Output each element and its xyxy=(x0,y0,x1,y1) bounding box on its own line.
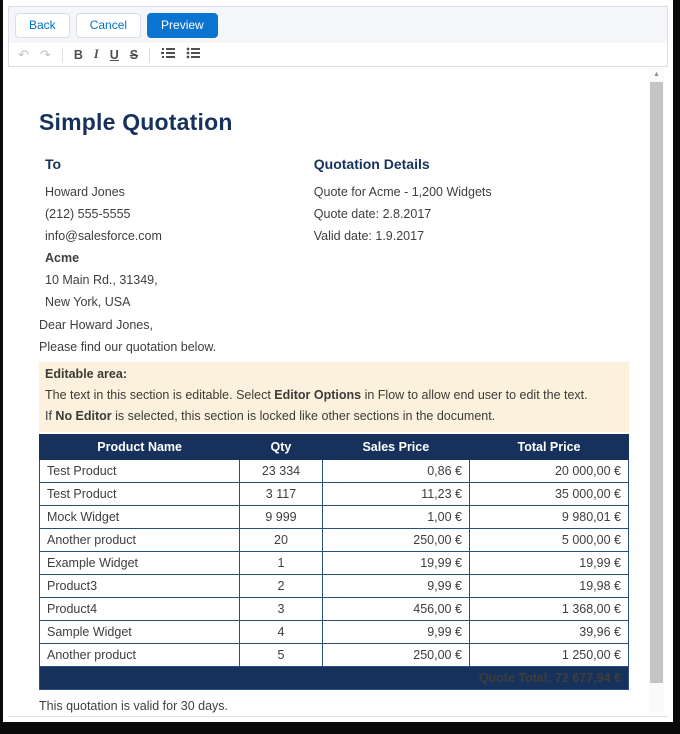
product-name-cell: Sample Widget xyxy=(38,620,241,644)
qty-cell: 2 xyxy=(239,574,323,598)
quote-total: Quote Total: 72 677,94 € xyxy=(39,666,629,690)
toolbar-divider xyxy=(61,47,63,62)
table-header-row: Product Name Qty Sales Price Total Price xyxy=(38,434,630,460)
preview-button[interactable]: Preview xyxy=(147,12,218,38)
table-row: Product4 3 456,00 €1 368,00 € xyxy=(38,597,630,621)
qty-cell: 9 999 xyxy=(239,505,323,529)
table-row: Product3 2 9,99 €19,98 € xyxy=(38,574,630,598)
table-row: Example Widget 1 19,99 €19,99 € xyxy=(38,551,630,575)
qty-cell: 3 117 xyxy=(239,482,323,506)
table-row: Another product 5 250,00 €1 250,00 € xyxy=(38,643,630,667)
strikethrough-button[interactable]: S xyxy=(129,47,139,62)
recipient-block: To Howard Jones (212) 555-5555 info@sale… xyxy=(39,156,314,317)
cancel-button[interactable]: Cancel xyxy=(75,12,142,38)
total-price-cell: 1 368,00 € xyxy=(468,597,630,621)
address-line-2: New York, USA xyxy=(45,295,131,309)
qty-cell: 20 xyxy=(239,528,323,552)
contact-email: info@salesforce.com xyxy=(45,229,162,243)
contact-phone: (212) 555-5555 xyxy=(45,207,131,221)
qty-cell: 23 334 xyxy=(239,459,323,483)
editor-window: Back Cancel Preview ↶ ↷ B I U S xyxy=(3,0,673,722)
product-name-cell: Mock Widget xyxy=(38,505,241,529)
qty-cell: 4 xyxy=(239,620,323,644)
salutation: Dear Howard Jones, xyxy=(39,318,153,332)
bullet-list-icon[interactable] xyxy=(186,46,201,64)
total-price-cell: 1 250,00 € xyxy=(468,643,630,667)
sales-price-cell: 1,00 € xyxy=(321,505,470,529)
sales-price-cell: 19,99 € xyxy=(321,551,470,575)
quotation-details-block: Quotation Details Quote for Acme - 1,200… xyxy=(314,156,598,317)
table-row: Another product 20 250,00 €5 000,00 € xyxy=(38,528,630,552)
sales-price-cell: 11,23 € xyxy=(321,482,470,506)
sales-price-cell: 0,86 € xyxy=(321,459,470,483)
scrollbar-thumb[interactable] xyxy=(650,82,663,683)
page-title: Simple Quotation xyxy=(39,109,233,135)
quote-table-body: Test Product 23 334 0,86 €20 000,00 € Test … xyxy=(38,459,630,667)
total-price-cell: 39,96 € xyxy=(468,620,630,644)
vertical-scrollbar[interactable]: ▲ xyxy=(649,68,664,713)
table-row: Mock Widget 9 999 1,00 €9 980,01 € xyxy=(38,505,630,529)
document-canvas[interactable]: Simple Quotation To Howard Jones (212) 5… xyxy=(8,67,668,717)
product-name-header: Product Name xyxy=(38,434,241,460)
back-button[interactable]: Back xyxy=(15,12,70,38)
table-row: Test Product 3 117 11,23 €35 000,00 € xyxy=(38,482,630,506)
quotation-details-heading: Quotation Details xyxy=(313,156,430,172)
valid-date: Valid date: 1.9.2017 xyxy=(313,229,425,243)
scroll-up-icon[interactable]: ▲ xyxy=(653,71,660,78)
quote-date: Quote date: 2.8.2017 xyxy=(313,207,432,221)
product-name-cell: Another product xyxy=(38,643,241,667)
sales-price-cell: 456,00 € xyxy=(321,597,470,621)
qty-cell: 5 xyxy=(239,643,323,667)
notice-line-3: If No Editor is selected, this section i… xyxy=(45,409,496,423)
sales-price-cell: 250,00 € xyxy=(321,643,470,667)
product-name-cell: Another product xyxy=(38,528,241,552)
company-name: Acme xyxy=(45,251,80,265)
qty-cell: 1 xyxy=(239,551,323,575)
qty-cell: 3 xyxy=(239,597,323,621)
quote-table: Product Name Qty Sales Price Total Price… xyxy=(38,434,630,690)
product-name-cell: Product3 xyxy=(38,574,241,598)
action-bar: Back Cancel Preview xyxy=(8,6,668,44)
numbered-list-icon[interactable] xyxy=(161,46,176,64)
total-price-header: Total Price xyxy=(468,434,630,460)
redo-icon[interactable]: ↷ xyxy=(39,47,51,62)
bold-button[interactable]: B xyxy=(73,47,83,62)
contact-name: Howard Jones xyxy=(45,185,125,199)
qty-header: Qty xyxy=(239,434,323,460)
salutation-block: Dear Howard Jones, Please find our quota… xyxy=(39,318,598,354)
sales-price-cell: 9,99 € xyxy=(321,620,470,644)
toolbar-divider xyxy=(149,47,151,62)
editable-area-notice[interactable]: Editable area: The text in this section … xyxy=(39,362,629,432)
sales-price-cell: 250,00 € xyxy=(321,528,470,552)
total-price-cell: 35 000,00 € xyxy=(468,482,630,506)
total-price-cell: 19,98 € xyxy=(468,574,630,598)
table-row: Test Product 23 334 0,86 €20 000,00 € xyxy=(38,459,630,483)
richtext-toolbar: ↶ ↷ B I U S xyxy=(8,43,668,67)
product-name-cell: Example Widget xyxy=(38,551,241,575)
total-price-cell: 20 000,00 € xyxy=(468,459,630,483)
validity-text: This quotation is valid for 30 days. xyxy=(39,699,228,713)
sales-price-cell: 9,99 € xyxy=(321,574,470,598)
header-columns: To Howard Jones (212) 555-5555 info@sale… xyxy=(39,156,598,317)
quote-name: Quote for Acme - 1,200 Widgets xyxy=(313,185,492,199)
product-name-cell: Test Product xyxy=(38,459,241,483)
underline-button[interactable]: U xyxy=(109,47,119,62)
product-name-cell: Product4 xyxy=(38,597,241,621)
sales-price-header: Sales Price xyxy=(321,434,470,460)
total-price-cell: 19,99 € xyxy=(468,551,630,575)
notice-heading: Editable area: xyxy=(45,367,127,381)
to-heading: To xyxy=(45,156,62,172)
total-price-cell: 5 000,00 € xyxy=(468,528,630,552)
undo-icon[interactable]: ↶ xyxy=(18,47,29,62)
notice-line-2: The text in this section is editable. Se… xyxy=(45,388,588,402)
table-row: Sample Widget 4 9,99 €39,96 € xyxy=(38,620,630,644)
quote-total-row: Quote Total: 72 677,94 € xyxy=(39,666,629,690)
quotation-document: Simple Quotation To Howard Jones (212) 5… xyxy=(8,67,630,716)
address-line-1: 10 Main Rd., 31349, xyxy=(45,273,158,287)
italic-button[interactable]: I xyxy=(93,47,99,61)
product-name-cell: Test Product xyxy=(38,482,241,506)
total-price-cell: 9 980,01 € xyxy=(468,505,630,529)
intro-text: Please find our quotation below. xyxy=(39,340,217,354)
